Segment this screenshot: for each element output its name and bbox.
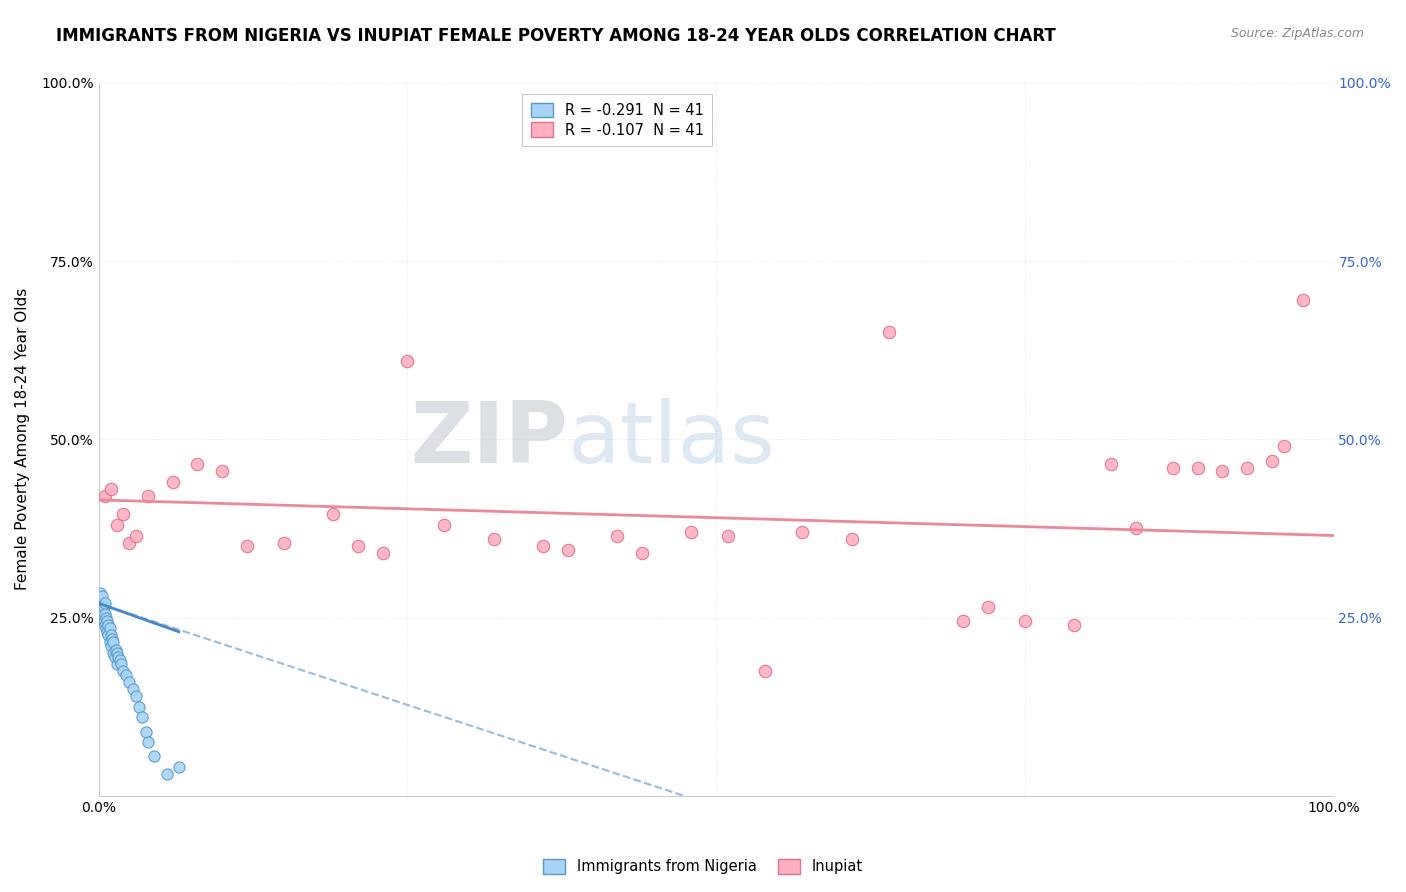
Point [371,546,394,560]
Point [118,674,141,689]
Legend: Immigrants from Nigeria, Inupiat: Immigrants from Nigeria, Inupiat [537,853,869,880]
Point [1261,453,1284,467]
Point [100,482,122,496]
Point [135,724,157,739]
Point [105,646,128,660]
Point [1187,460,1209,475]
Point [96,614,118,628]
Point [100,628,122,642]
Point [94,596,117,610]
Point [631,546,654,560]
Point [110,657,132,671]
Point [98,621,121,635]
Point [877,326,900,340]
Point [1099,457,1122,471]
Point [1063,617,1085,632]
Point [322,507,344,521]
Point [103,635,125,649]
Point [94,617,117,632]
Point [977,599,1000,614]
Point [186,457,208,471]
Point [531,539,554,553]
Point [94,607,117,621]
Point [96,624,118,639]
Point [103,646,125,660]
Point [1014,614,1036,628]
Point [114,667,136,681]
Point [93,614,115,628]
Point [841,532,863,546]
Point [211,464,233,478]
Point [136,735,159,749]
Point [104,649,127,664]
Point [124,689,146,703]
Point [433,517,456,532]
Point [131,710,153,724]
Point [97,617,120,632]
Point [167,760,190,774]
Point [104,642,127,657]
Point [107,649,129,664]
Point [105,657,128,671]
Point [273,535,295,549]
Point [91,589,114,603]
Point [112,507,135,521]
Point [122,681,145,696]
Point [91,607,114,621]
Legend: R = -0.291  N = 41, R = -0.107  N = 41: R = -0.291 N = 41, R = -0.107 N = 41 [522,94,713,146]
Point [557,542,579,557]
Point [347,539,370,553]
Point [681,524,703,539]
Text: Source: ZipAtlas.com: Source: ZipAtlas.com [1230,27,1364,40]
Point [136,489,159,503]
Point [952,614,974,628]
Point [118,535,141,549]
Point [606,528,628,542]
Point [108,653,131,667]
Point [94,621,117,635]
Point [162,475,184,489]
Point [1211,464,1233,478]
Point [1291,293,1313,308]
Point [112,664,135,678]
Point [482,532,505,546]
Point [1161,460,1184,475]
Point [89,585,111,599]
Point [143,749,166,764]
Point [124,528,146,542]
Point [93,599,115,614]
Point [236,539,259,553]
Y-axis label: Female Poverty Among 18-24 Year Olds: Female Poverty Among 18-24 Year Olds [15,288,30,591]
Point [1236,460,1258,475]
Point [101,632,124,646]
Text: atlas: atlas [568,398,776,481]
Point [94,489,117,503]
Text: ZIP: ZIP [411,398,568,481]
Point [97,628,120,642]
Point [155,767,177,781]
Point [754,664,776,678]
Point [94,610,117,624]
Point [792,524,814,539]
Point [100,639,122,653]
Point [1272,440,1295,454]
Point [1125,521,1147,535]
Text: IMMIGRANTS FROM NIGERIA VS INUPIAT FEMALE POVERTY AMONG 18-24 YEAR OLDS CORRELAT: IMMIGRANTS FROM NIGERIA VS INUPIAT FEMAL… [56,27,1056,45]
Point [90,603,112,617]
Point [105,517,128,532]
Point [396,354,419,368]
Point [717,528,740,542]
Point [128,699,150,714]
Point [98,635,121,649]
